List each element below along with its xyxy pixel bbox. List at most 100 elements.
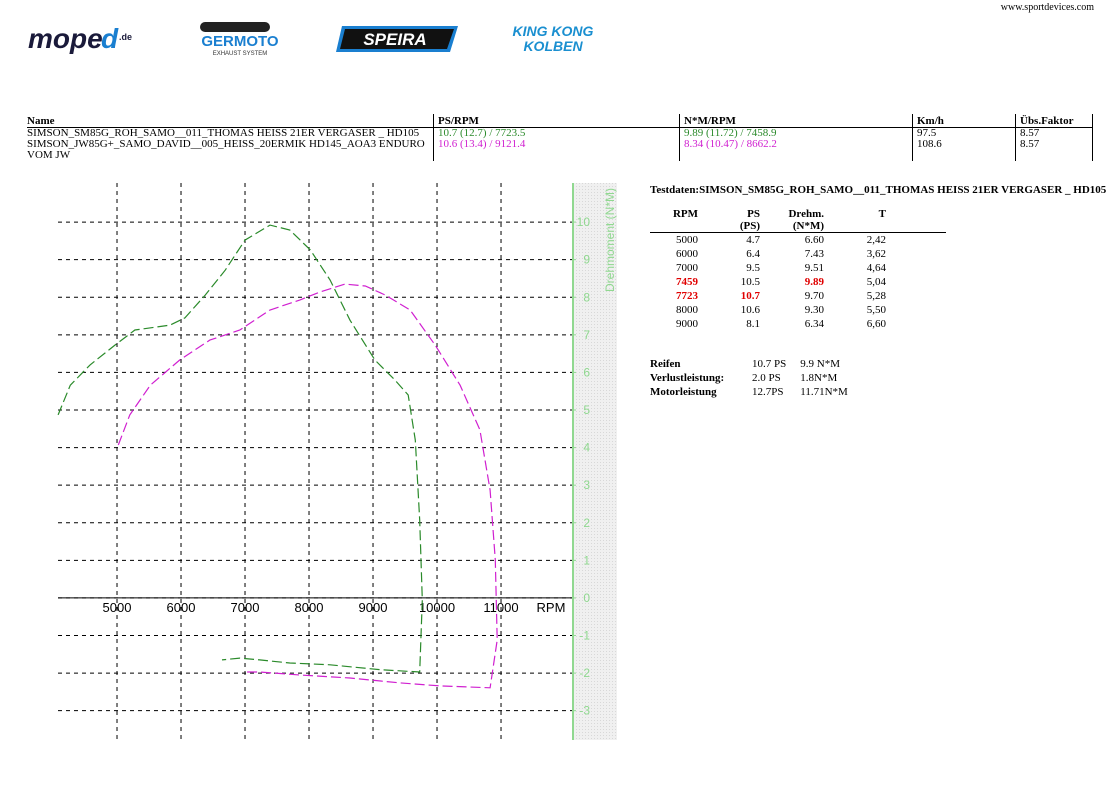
y-tick-label: 5: [583, 403, 590, 417]
y-tick-label: -2: [579, 666, 590, 680]
test-row: 9000 8.1 6.34 6,60: [650, 317, 946, 331]
test-cell: 3,62: [866, 248, 886, 260]
y-tick-label: -1: [579, 629, 590, 643]
test-cell: 7723: [676, 290, 698, 302]
test-cell: 9.70: [804, 290, 824, 302]
summary-cell: Verlustleistung:: [650, 372, 725, 384]
x-axis-label: RPM: [537, 600, 566, 615]
col-header: N*M/RPM: [679, 114, 913, 128]
col-unit: (PS): [739, 220, 760, 232]
x-tick-label: 11000: [483, 600, 518, 615]
logo-moped: mope: [28, 23, 103, 54]
test-panel: Testdaten:SIMSON_SM85G_ROH_SAMO__011_THO…: [650, 184, 1106, 399]
test-cell: 5,50: [866, 304, 886, 316]
test-cell: 9000: [676, 318, 698, 330]
site-link[interactable]: www.sportdevices.com: [1000, 2, 1094, 13]
x-tick-label: 6000: [167, 600, 196, 615]
test-cell: 2,42: [866, 234, 886, 246]
col-header: PS (PS): [698, 208, 760, 233]
test-row: 8000 10.6 9.30 5,50: [650, 303, 946, 317]
x-tick-label: 5000: [103, 600, 132, 615]
y-tick-label: 9: [583, 253, 590, 267]
y-tick-label: 4: [583, 441, 590, 455]
logo-germoto: GERMOTO: [201, 33, 279, 50]
test-cell: 10.5: [740, 276, 760, 288]
test-cell: 6000: [676, 248, 698, 260]
test-cell: 8000: [676, 304, 698, 316]
y-tick-label: 10: [577, 215, 591, 229]
x-tick-label: 9000: [359, 600, 388, 615]
y-tick-label: 2: [583, 516, 590, 530]
col-header: PS: [747, 208, 760, 220]
test-row: 7723 10.7 9.70 5,28: [650, 289, 946, 303]
y-tick-label: 8: [583, 290, 590, 304]
x-tick-label: 8000: [295, 600, 324, 615]
summary-row: Reifen 10.7 PS 9.9 N*M: [650, 357, 862, 371]
run-table: Name PS/RPM N*M/RPM Km/h Übs.Faktor SIMS…: [27, 114, 1093, 161]
summary-row: Verlustleistung: 2.0 PS 1.8N*M: [650, 371, 862, 385]
col-header: RPM: [672, 208, 698, 220]
test-cell: 10.6: [740, 304, 760, 316]
logo-bar: mope d .de GERMOTO EXHAUST SYSTEM SPEIRA…: [28, 22, 594, 57]
col-header: T: [824, 208, 946, 233]
y-tick-label: 7: [583, 328, 590, 342]
test-row: 5000 4.7 6.60 2,42: [650, 233, 946, 248]
summary-cell: Motorleistung: [650, 386, 717, 398]
col-header: RPM: [650, 208, 698, 233]
torque-line: [57, 224, 423, 673]
ps-rpm: 10.6 (13.4) / 9121.4: [433, 139, 680, 161]
ps-rpm: 10.7 (12.7) / 7723.5: [433, 127, 680, 139]
test-cell: 6.4: [746, 248, 760, 260]
summary-cell: 10.7 PS: [752, 358, 787, 370]
test-row: 7000 9.5 9.51 4,64: [650, 261, 946, 275]
test-cell: 6,60: [866, 318, 886, 330]
test-cell: 7000: [676, 262, 698, 274]
summary-row: Motorleistung 12.7PS 11.71N*M: [650, 385, 862, 399]
run-name: SIMSON_SM85G_ROH_SAMO__011_THOMAS HEISS …: [27, 127, 434, 139]
col-header: PS/RPM: [433, 114, 680, 128]
col-header: Drehm. (N*M): [760, 208, 824, 233]
logo-germoto-sub: EXHAUST SYSTEM: [213, 51, 268, 57]
summary-cell: 2.0 PS: [752, 372, 781, 384]
test-cell: 6.34: [804, 318, 824, 330]
test-row: 6000 6.4 7.43 3,62: [650, 247, 946, 261]
col-header: Drehm.: [788, 208, 824, 220]
kmh: 108.6: [912, 139, 1016, 161]
chart: -3 -2 -1 0 1 2 3 4 5 6 7 8 9 10 5000 6000 7000 8000 9000 10…: [57, 183, 617, 740]
y-axis-label: Drehmoment (N*M): [603, 188, 617, 292]
logo-moped-d: d: [101, 23, 119, 54]
summary-cell: 1.8N*M: [800, 372, 838, 384]
logo-speira-inner: [340, 29, 454, 49]
test-cell: 5,28: [866, 290, 886, 302]
test-cell: 8.1: [746, 318, 760, 330]
y-tick-label: 3: [583, 478, 590, 492]
summary-cell: 9.9 N*M: [800, 358, 840, 370]
nm-rpm: 8.34 (10.47) / 8662.2: [679, 139, 913, 161]
summary-cell: Reifen: [650, 358, 681, 370]
test-row: 7459 10.5 9.89 5,04: [650, 275, 946, 289]
test-cell: 7.43: [804, 248, 824, 260]
run-name: SIMSON_JW85G+_SAMO_DAVID__005_HEISS_20ER…: [27, 139, 434, 161]
y-tick-label: 1: [583, 553, 590, 567]
factor: 8.57: [1015, 127, 1093, 139]
logo-moped-tld: .de: [119, 32, 132, 42]
col-header: T: [878, 208, 886, 220]
summary-cell: 11.71N*M: [800, 386, 848, 398]
test-cell: 5000: [676, 234, 698, 246]
col-unit: (N*M): [792, 220, 824, 232]
col-header: Übs.Faktor: [1015, 114, 1093, 128]
x-tick-label: 10000: [419, 600, 455, 615]
axis-panel: [574, 183, 617, 740]
test-cell: 4.7: [746, 234, 760, 246]
test-cell: 6.60: [804, 234, 824, 246]
test-table: RPM PS (PS) Drehm. (N*M) T 5000 4.7 6.60 2,42…: [650, 208, 946, 331]
test-cell: 9.30: [804, 304, 824, 316]
test-cell: 9.89: [804, 276, 824, 288]
logo-speira: SPEIRA: [363, 30, 426, 49]
test-cell: 9.51: [804, 262, 824, 274]
test-title: Testdaten:SIMSON_SM85G_ROH_SAMO__011_THO…: [650, 184, 1107, 196]
col-header: Name: [27, 114, 434, 128]
test-cell: 10.7: [740, 290, 760, 302]
summary-table: Reifen 10.7 PS 9.9 N*M Verlustleistung: 2.0 …: [650, 357, 862, 399]
